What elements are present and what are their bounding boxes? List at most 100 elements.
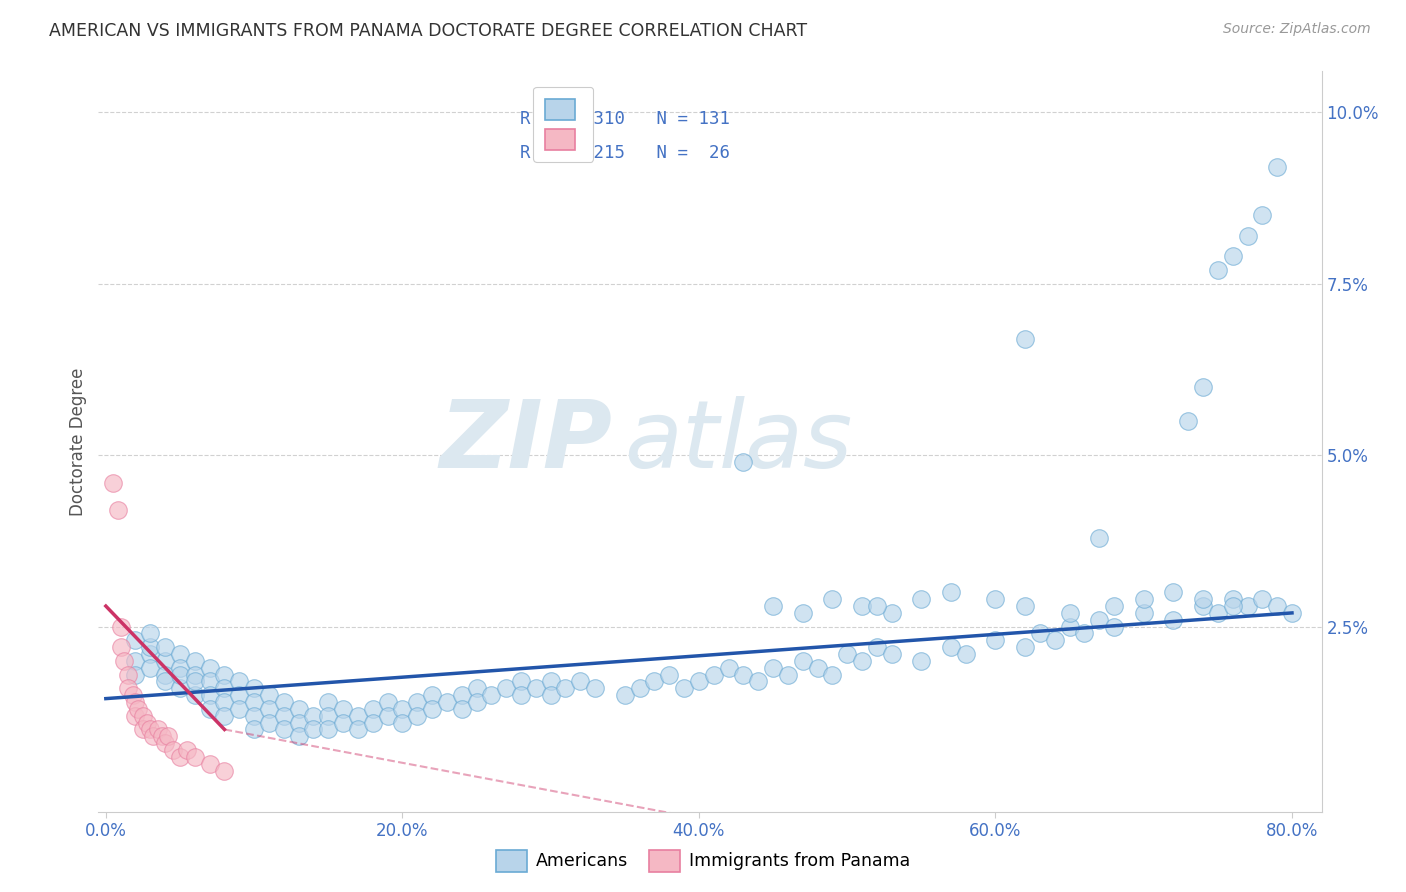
- Point: [169, 647, 191, 661]
- Point: [124, 633, 146, 648]
- Point: [153, 654, 176, 668]
- Point: [243, 681, 266, 696]
- Point: [184, 688, 207, 702]
- Point: [1222, 599, 1244, 613]
- Point: [673, 681, 696, 696]
- Point: [347, 708, 370, 723]
- Point: [1073, 626, 1095, 640]
- Point: [733, 455, 755, 469]
- Point: [169, 667, 191, 681]
- Point: [1163, 585, 1185, 599]
- Point: [1102, 619, 1125, 633]
- Point: [806, 661, 828, 675]
- Point: [420, 688, 443, 702]
- Point: [153, 736, 176, 750]
- Point: [110, 619, 132, 633]
- Point: [184, 654, 207, 668]
- Point: [124, 667, 146, 681]
- Point: [510, 674, 533, 689]
- Point: [465, 681, 488, 696]
- Point: [169, 750, 191, 764]
- Point: [984, 592, 1007, 607]
- Point: [198, 688, 221, 702]
- Point: [316, 695, 339, 709]
- Point: [124, 708, 146, 723]
- Point: [124, 654, 146, 668]
- Point: [150, 729, 173, 743]
- Point: [1029, 626, 1052, 640]
- Point: [479, 688, 502, 702]
- Point: [1132, 606, 1154, 620]
- Point: [1192, 599, 1215, 613]
- Point: [214, 681, 236, 696]
- Point: [243, 695, 266, 709]
- Point: [524, 681, 547, 696]
- Text: R = -0.215   N =  26: R = -0.215 N = 26: [520, 144, 731, 161]
- Point: [1222, 250, 1244, 264]
- Point: [792, 606, 814, 620]
- Point: [198, 756, 221, 771]
- Point: [939, 585, 962, 599]
- Point: [302, 708, 325, 723]
- Point: [1192, 592, 1215, 607]
- Point: [157, 729, 180, 743]
- Point: [391, 702, 413, 716]
- Point: [436, 695, 458, 709]
- Point: [1251, 592, 1274, 607]
- Point: [821, 667, 844, 681]
- Point: [540, 674, 562, 689]
- Point: [198, 702, 221, 716]
- Point: [465, 695, 488, 709]
- Point: [136, 715, 159, 730]
- Point: [450, 702, 472, 716]
- Point: [184, 667, 207, 681]
- Point: [332, 702, 354, 716]
- Point: [127, 702, 149, 716]
- Point: [110, 640, 132, 655]
- Point: [910, 654, 932, 668]
- Point: [688, 674, 710, 689]
- Point: [361, 715, 384, 730]
- Point: [955, 647, 977, 661]
- Point: [880, 647, 903, 661]
- Point: [302, 723, 325, 737]
- Point: [747, 674, 769, 689]
- Point: [121, 688, 143, 702]
- Point: [1088, 531, 1111, 545]
- Point: [762, 661, 785, 675]
- Point: [569, 674, 592, 689]
- Point: [169, 661, 191, 675]
- Text: atlas: atlas: [624, 396, 852, 487]
- Point: [361, 702, 384, 716]
- Point: [910, 592, 932, 607]
- Point: [377, 708, 399, 723]
- Point: [132, 708, 155, 723]
- Point: [273, 708, 295, 723]
- Point: [142, 729, 165, 743]
- Point: [184, 674, 207, 689]
- Point: [139, 661, 162, 675]
- Point: [1059, 619, 1081, 633]
- Point: [1059, 606, 1081, 620]
- Point: [658, 667, 681, 681]
- Point: [851, 654, 873, 668]
- Point: [837, 647, 859, 661]
- Point: [1206, 263, 1229, 277]
- Point: [257, 715, 280, 730]
- Point: [316, 723, 339, 737]
- Point: [117, 667, 139, 681]
- Point: [1236, 228, 1258, 243]
- Point: [406, 708, 429, 723]
- Point: [540, 688, 562, 702]
- Point: [1014, 332, 1036, 346]
- Point: [124, 695, 146, 709]
- Point: [153, 674, 176, 689]
- Point: [198, 674, 221, 689]
- Point: [1132, 592, 1154, 607]
- Point: [733, 667, 755, 681]
- Point: [1265, 161, 1288, 175]
- Point: [821, 592, 844, 607]
- Point: [703, 667, 725, 681]
- Point: [228, 688, 250, 702]
- Point: [939, 640, 962, 655]
